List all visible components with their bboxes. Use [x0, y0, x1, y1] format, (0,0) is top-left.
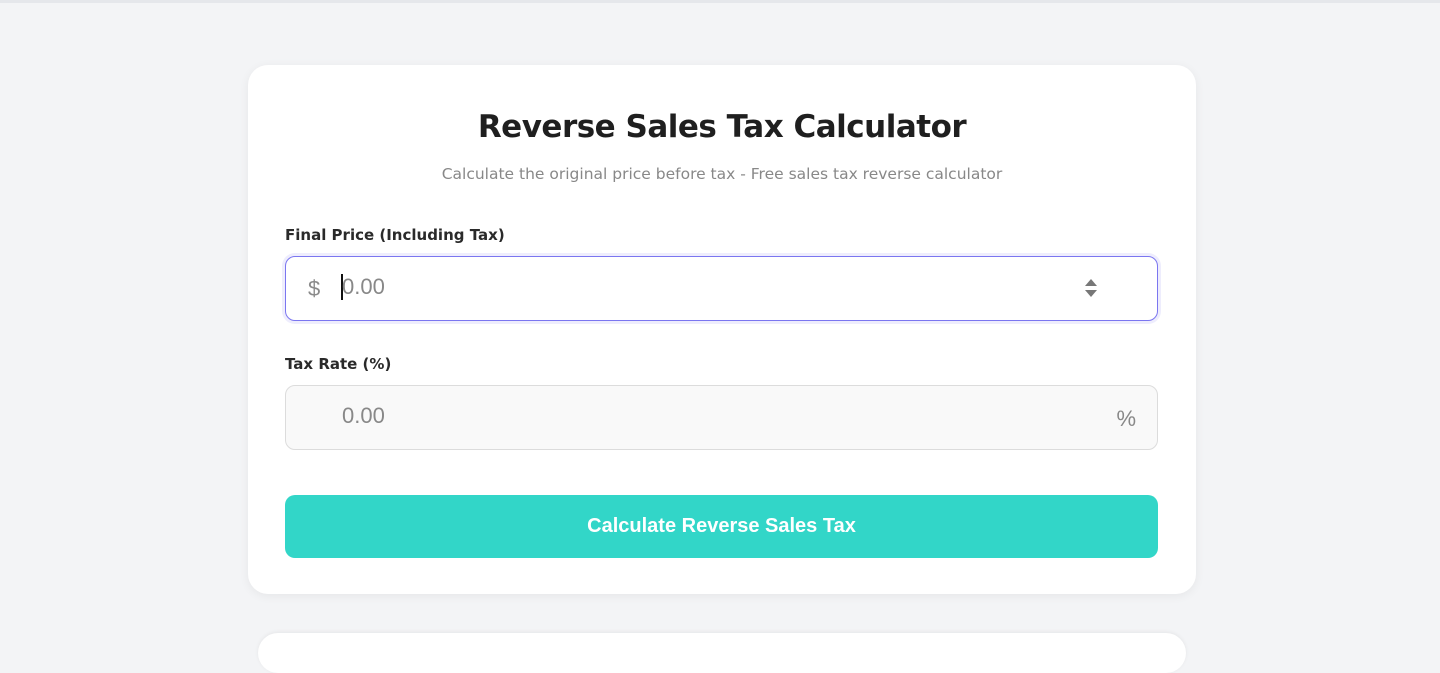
percent-suffix: %	[1116, 406, 1136, 431]
calculate-button[interactable]: Calculate Reverse Sales Tax	[285, 495, 1158, 558]
final-price-placeholder: 0.00	[342, 274, 385, 299]
tax-rate-input[interactable]: 0.00 %	[285, 385, 1158, 450]
final-price-input[interactable]: $ 0.00	[285, 256, 1158, 321]
text-caret	[341, 274, 343, 300]
page-title: Reverse Sales Tax Calculator	[477, 109, 967, 145]
dollar-prefix: $	[308, 276, 321, 301]
calculator-card: Reverse Sales Tax Calculator Calculate t…	[248, 65, 1196, 594]
top-border	[0, 0, 1440, 3]
decrement-arrow-icon[interactable]	[1085, 290, 1097, 297]
increment-arrow-icon[interactable]	[1085, 279, 1097, 286]
secondary-card	[258, 633, 1186, 673]
tax-rate-placeholder: 0.00	[342, 403, 385, 428]
tax-rate-label: Tax Rate (%)	[285, 355, 392, 373]
final-price-label: Final Price (Including Tax)	[285, 226, 505, 244]
number-stepper-icon[interactable]	[1084, 276, 1098, 300]
page-subtitle: Calculate the original price before tax …	[441, 165, 1003, 183]
